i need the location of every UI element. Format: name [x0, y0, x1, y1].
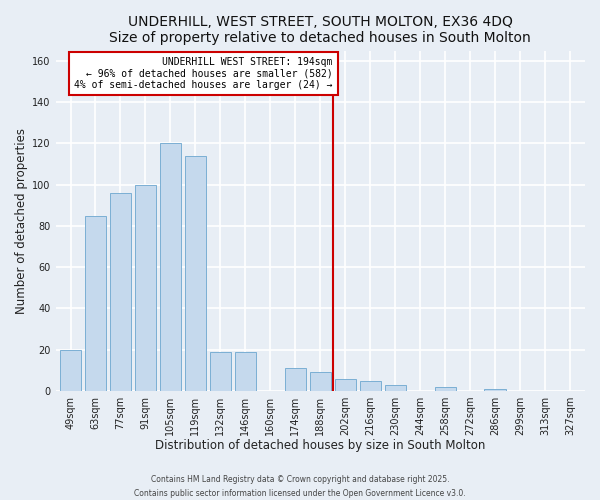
Bar: [434, 387, 456, 391]
Text: Contains HM Land Registry data © Crown copyright and database right 2025.
Contai: Contains HM Land Registry data © Crown c…: [134, 476, 466, 498]
Bar: [284, 368, 306, 391]
Bar: [385, 385, 406, 391]
Bar: [359, 380, 381, 391]
X-axis label: Distribution of detached houses by size in South Molton: Distribution of detached houses by size …: [155, 440, 485, 452]
Bar: [110, 193, 131, 391]
Bar: [210, 352, 231, 391]
Bar: [135, 184, 156, 391]
Bar: [160, 144, 181, 391]
Y-axis label: Number of detached properties: Number of detached properties: [15, 128, 28, 314]
Bar: [310, 372, 331, 391]
Bar: [484, 389, 506, 391]
Bar: [185, 156, 206, 391]
Bar: [60, 350, 81, 391]
Text: UNDERHILL WEST STREET: 194sqm
← 96% of detached houses are smaller (582)
4% of s: UNDERHILL WEST STREET: 194sqm ← 96% of d…: [74, 56, 333, 90]
Title: UNDERHILL, WEST STREET, SOUTH MOLTON, EX36 4DQ
Size of property relative to deta: UNDERHILL, WEST STREET, SOUTH MOLTON, EX…: [109, 15, 531, 45]
Bar: [335, 378, 356, 391]
Bar: [85, 216, 106, 391]
Bar: [235, 352, 256, 391]
